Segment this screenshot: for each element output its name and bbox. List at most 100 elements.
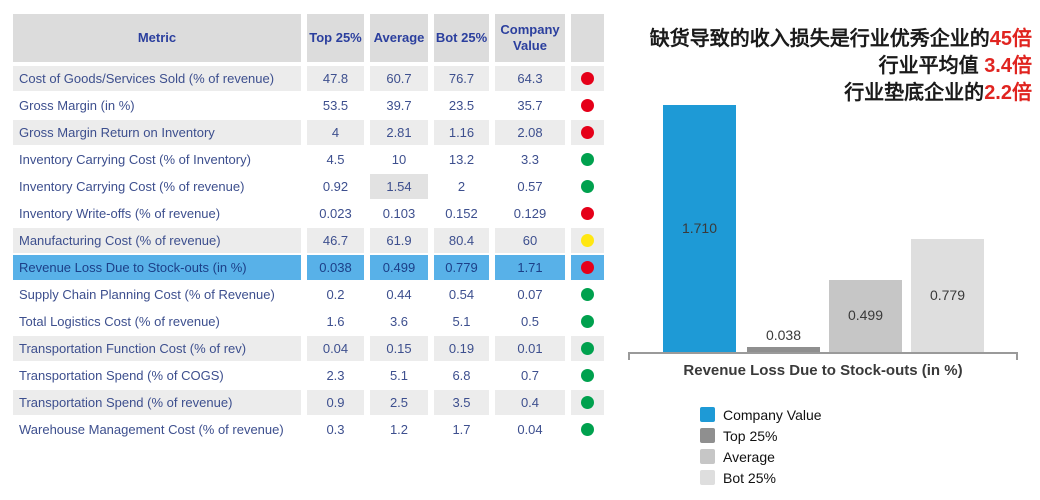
x-axis-label: Revenue Loss Due to Stock-outs (in %) (683, 362, 963, 379)
bar-value-label-average: 0.499 (847, 306, 884, 323)
legend-item-company-value[interactable]: Company Value (700, 404, 822, 425)
cell-average: 61.9 (370, 228, 428, 253)
cell-metric: Gross Margin Return on Inventory (13, 120, 301, 145)
legend-swatch-top-25 (700, 428, 715, 443)
cell-average: 0.499 (370, 255, 428, 280)
legend-label-bot-25: Bot 25% (723, 469, 776, 486)
status-dot-green (581, 153, 594, 166)
table-row[interactable]: Gross Margin (in %) 53.5 39.7 23.5 35.7 (13, 93, 607, 118)
status-cell (571, 309, 604, 334)
legend-item-bot-25[interactable]: Bot 25% (700, 467, 822, 488)
cell-company: 35.7 (495, 93, 565, 118)
status-dot-red (581, 261, 594, 274)
cell-company: 0.5 (495, 309, 565, 334)
cell-company: 2.08 (495, 120, 565, 145)
table-row[interactable]: Manufacturing Cost (% of revenue) 46.7 61.… (13, 228, 607, 253)
table-row[interactable]: Warehouse Management Cost (% of revenue)… (13, 417, 607, 442)
cell-average: 2.81 (370, 120, 428, 145)
legend-label-company-value: Company Value (723, 406, 822, 423)
cell-top25: 1.6 (307, 309, 364, 334)
status-cell (571, 120, 604, 145)
table-body: Cost of Goods/Services Sold (% of revenu… (13, 66, 607, 442)
status-cell (571, 93, 604, 118)
annotation-line-3-text: 行业垫底企业的 (844, 82, 985, 104)
table-row-selected[interactable]: Revenue Loss Due to Stock-outs (in %) 0.0… (13, 255, 607, 280)
cell-average: 1.54 (370, 174, 428, 199)
cell-company: 0.7 (495, 363, 565, 388)
cell-average: 39.7 (370, 93, 428, 118)
bar-value-label-bot-25: 0.779 (929, 286, 966, 303)
cell-top25: 4 (307, 120, 364, 145)
table-row[interactable]: Total Logistics Cost (% of revenue) 1.6 3.… (13, 309, 607, 334)
table-row[interactable]: Inventory Carrying Cost (% of Inventory)… (13, 147, 607, 172)
cell-metric: Manufacturing Cost (% of revenue) (13, 228, 301, 253)
cell-top25: 0.038 (307, 255, 364, 280)
status-dot-green (581, 288, 594, 301)
annotation-line-3: 行业垫底企业的2.2倍 (650, 80, 1032, 107)
bar-top-25[interactable] (747, 346, 820, 352)
bar-value-label-top-25: 0.038 (765, 326, 802, 343)
cell-average: 1.2 (370, 417, 428, 442)
table-row[interactable]: Gross Margin Return on Inventory 4 2.81 1.1… (13, 120, 607, 145)
column-header-company-value[interactable]: Company Value (495, 14, 565, 62)
cell-average: 60.7 (370, 66, 428, 91)
legend-label-top-25: Top 25% (723, 427, 778, 444)
cell-company: 0.57 (495, 174, 565, 199)
status-cell (571, 255, 604, 280)
cell-top25: 0.04 (307, 336, 364, 361)
cell-top25: 0.9 (307, 390, 364, 415)
cell-metric: Total Logistics Cost (% of revenue) (13, 309, 301, 334)
annotation-line-2-text: 行业平均值 (878, 55, 985, 77)
column-header-top25[interactable]: Top 25% (307, 14, 364, 62)
column-header-status (571, 14, 604, 62)
cell-average: 10 (370, 147, 428, 172)
status-dot-red (581, 207, 594, 220)
table-row[interactable]: Inventory Write-offs (% of revenue) 0.023… (13, 201, 607, 226)
legend-item-top-25[interactable]: Top 25% (700, 425, 822, 446)
cell-top25: 53.5 (307, 93, 364, 118)
status-cell (571, 228, 604, 253)
annotation-line-2: 行业平均值 3.4倍 (650, 53, 1032, 80)
table-row[interactable]: Inventory Carrying Cost (% of revenue) 0.… (13, 174, 607, 199)
table-row[interactable]: Supply Chain Planning Cost (% of Revenue… (13, 282, 607, 307)
column-header-average[interactable]: Average (370, 14, 428, 62)
cell-top25: 47.8 (307, 66, 364, 91)
legend-swatch-bot-25 (700, 470, 715, 485)
table-row[interactable]: Transportation Spend (% of revenue) 0.9 2.… (13, 390, 607, 415)
bar-bot-25[interactable] (911, 239, 984, 352)
table-row[interactable]: Transportation Spend (% of COGS) 2.3 5.1 6.… (13, 363, 607, 388)
cell-bot25: 1.16 (434, 120, 489, 145)
cell-top25: 0.3 (307, 417, 364, 442)
cell-company: 3.3 (495, 147, 565, 172)
bar-company-value[interactable] (663, 105, 736, 352)
table-row[interactable]: Transportation Function Cost (% of rev) 0… (13, 336, 607, 361)
status-cell (571, 174, 604, 199)
cell-metric: Supply Chain Planning Cost (% of Revenue… (13, 282, 301, 307)
cell-metric: Warehouse Management Cost (% of revenue) (13, 417, 301, 442)
annotation-line-3-highlight: 2.2倍 (984, 82, 1032, 104)
chart-legend: Company Value Top 25% Average Bot 25% (700, 404, 822, 488)
column-header-bot25[interactable]: Bot 25% (434, 14, 489, 62)
chart-panel: 缺货导致的收入损失是行业优秀企业的45倍 行业平均值 3.4倍 行业垫底企业的2… (620, 0, 1040, 500)
legend-swatch-average (700, 449, 715, 464)
cell-bot25: 0.54 (434, 282, 489, 307)
column-header-metric[interactable]: Metric (13, 14, 301, 62)
cell-bot25: 5.1 (434, 309, 489, 334)
cell-average: 2.5 (370, 390, 428, 415)
cell-company: 1.71 (495, 255, 565, 280)
cell-metric: Gross Margin (in %) (13, 93, 301, 118)
annotation-line-1-text: 缺货导致的收入损失是行业优秀企业的 (649, 28, 990, 50)
metrics-table: Metric Top 25% Average Bot 25% Company V… (13, 14, 607, 444)
status-dot-red (581, 126, 594, 139)
bar-average[interactable] (829, 279, 902, 352)
status-cell (571, 66, 604, 91)
legend-item-average[interactable]: Average (700, 446, 822, 467)
table-row[interactable]: Cost of Goods/Services Sold (% of revenu… (13, 66, 607, 91)
status-cell (571, 336, 604, 361)
cell-metric: Transportation Function Cost (% of rev) (13, 336, 301, 361)
annotation-line-1-highlight: 45倍 (989, 28, 1032, 50)
cell-bot25: 13.2 (434, 147, 489, 172)
status-cell (571, 201, 604, 226)
status-cell (571, 363, 604, 388)
